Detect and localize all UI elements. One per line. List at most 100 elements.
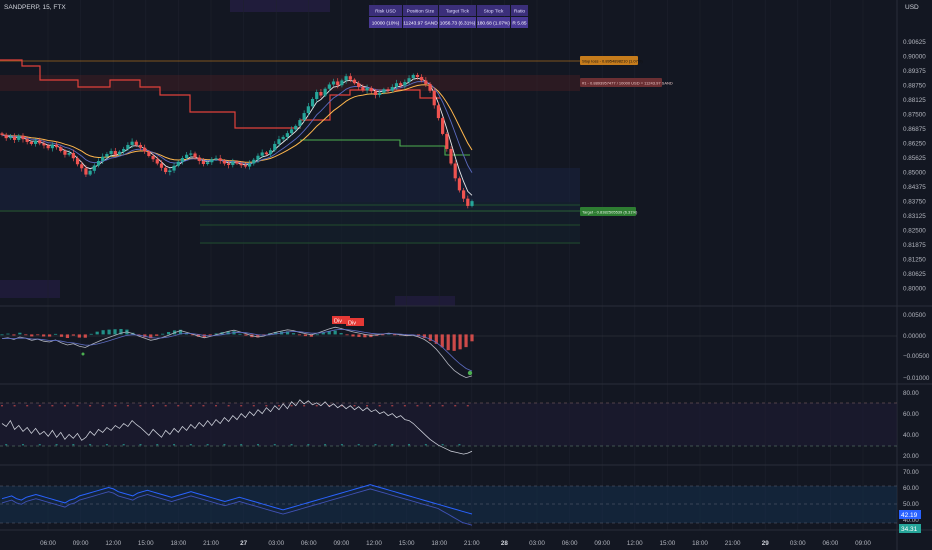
candle-body: [302, 113, 306, 121]
candle-body: [54, 144, 59, 148]
position-info-table: Risk USD 10000 (10%) Position Size 11243.97…: [369, 5, 528, 28]
candle-body: [117, 151, 122, 155]
candle-body: [457, 178, 462, 191]
rsi-dot: [227, 405, 230, 407]
candle-body: [386, 89, 390, 91]
candle-body: [75, 158, 80, 165]
histogram-bar: [155, 334, 159, 336]
rsi-dot: [315, 405, 318, 407]
rsi-dot: [374, 444, 377, 446]
candle-body: [189, 153, 193, 155]
candle-body: [357, 83, 361, 87]
histogram-bar: [190, 334, 194, 336]
rsi-dot: [353, 405, 356, 407]
histogram-bar: [452, 334, 456, 351]
rsi-dot: [215, 405, 218, 407]
price-tick-label: 0.90000: [903, 54, 926, 61]
time-tick-label: 09:00: [334, 540, 350, 547]
time-tick-label: 09:00: [594, 540, 610, 547]
candle-body: [239, 163, 243, 166]
candle-body: [306, 106, 310, 114]
rsi-dot: [38, 405, 41, 407]
rsi-dot: [441, 444, 444, 446]
oscillator-axis: 0.00500 0.00000 −0.00500 −0.01000: [903, 312, 930, 382]
target-zone: [200, 202, 580, 244]
candle-body: [201, 161, 206, 165]
candle-body: [59, 147, 63, 151]
candle-body: [252, 159, 256, 164]
rsi-dot: [391, 405, 394, 407]
rsi-dot: [126, 405, 129, 407]
table-value-cell: [369, 17, 402, 28]
time-axis[interactable]: 06:00 09:00 12:00 15:00 18:00 21:00 27 03:00 06:…: [40, 540, 871, 547]
histogram-bar: [440, 334, 444, 348]
candle-body: [462, 190, 466, 199]
rsi-dot: [340, 444, 343, 446]
time-tick-label: 06:00: [40, 540, 56, 547]
svg-text:#1 - 0.8893957477 / 10000 USD: #1 - 0.8893957477 / 10000 USD = 11243.97…: [582, 81, 673, 86]
price-pane[interactable]: [0, 59, 580, 244]
resistance-step-line: [0, 59, 440, 129]
rsi-dot: [408, 444, 411, 446]
candle-body: [390, 86, 394, 91]
candle-body: [218, 158, 222, 161]
candle-body: [348, 76, 352, 80]
rsi-dot: [441, 405, 444, 407]
candle-body: [12, 136, 17, 140]
trend-band: [0, 486, 897, 523]
candle-body: [180, 157, 185, 162]
rsi-dot: [38, 444, 41, 446]
rsi-pane[interactable]: [0, 399, 897, 455]
oscillator-signal-line: [1, 328, 473, 372]
histogram-bar: [149, 334, 153, 339]
candle-body: [159, 163, 164, 168]
candle-body: [247, 163, 252, 167]
signal-dot: [467, 370, 473, 376]
candle-body: [344, 76, 348, 81]
candle-body: [21, 135, 25, 140]
candle-body: [151, 155, 155, 160]
histogram-bar: [89, 333, 93, 335]
price-axis[interactable]: 0.90625 0.90000 0.89375 0.88750 0.88125 0.875…: [903, 39, 926, 293]
table-header-text: Target Tick: [446, 9, 470, 15]
price-tick-label: 0.80000: [903, 286, 926, 293]
price-tick-label: 0.84375: [903, 184, 926, 191]
table-header-text: Risk USD: [375, 9, 396, 15]
histogram-bar: [161, 333, 165, 335]
price-tick-label: 0.88125: [903, 97, 926, 104]
candle-body: [277, 139, 281, 144]
time-tick-label: 09:00: [73, 540, 89, 547]
price-tick-label: 0.88750: [903, 83, 926, 90]
candle-body: [436, 105, 441, 119]
table-value-text: 11243.97 SAND: [403, 21, 438, 27]
histogram-bar: [387, 333, 391, 335]
entry-label: #1 - 0.8893957477 / 10000 USD = 11243.97…: [580, 78, 673, 87]
trend-oscillator-pane[interactable]: [0, 484, 897, 526]
support-step-line: [300, 139, 470, 156]
candle-body: [470, 201, 474, 206]
trend-secondary-line: [1, 488, 473, 526]
rsi-dot: [89, 405, 92, 407]
candle-body: [466, 198, 470, 206]
histogram-bar: [351, 334, 355, 337]
candle-body: [38, 140, 42, 144]
candle-body: [25, 139, 29, 142]
candle-body: [268, 150, 273, 155]
candle-body: [164, 167, 168, 173]
histogram-bar: [434, 334, 438, 344]
histogram-bar: [369, 334, 373, 338]
candle-body: [88, 170, 92, 175]
divergence-text: Div: [348, 321, 356, 327]
histogram-bar: [0, 334, 4, 336]
candle-body: [197, 157, 201, 162]
candle-body: [373, 91, 378, 96]
candle-body: [310, 99, 315, 107]
oscillator-pane[interactable]: Div Div: [0, 316, 897, 379]
time-tick-label: 15:00: [138, 540, 154, 547]
rsi-dot: [26, 405, 29, 407]
rsi-dot: [307, 444, 310, 446]
histogram-bar: [297, 334, 302, 336]
symbol-title[interactable]: SANDPERP, 15, FTX: [4, 4, 66, 11]
